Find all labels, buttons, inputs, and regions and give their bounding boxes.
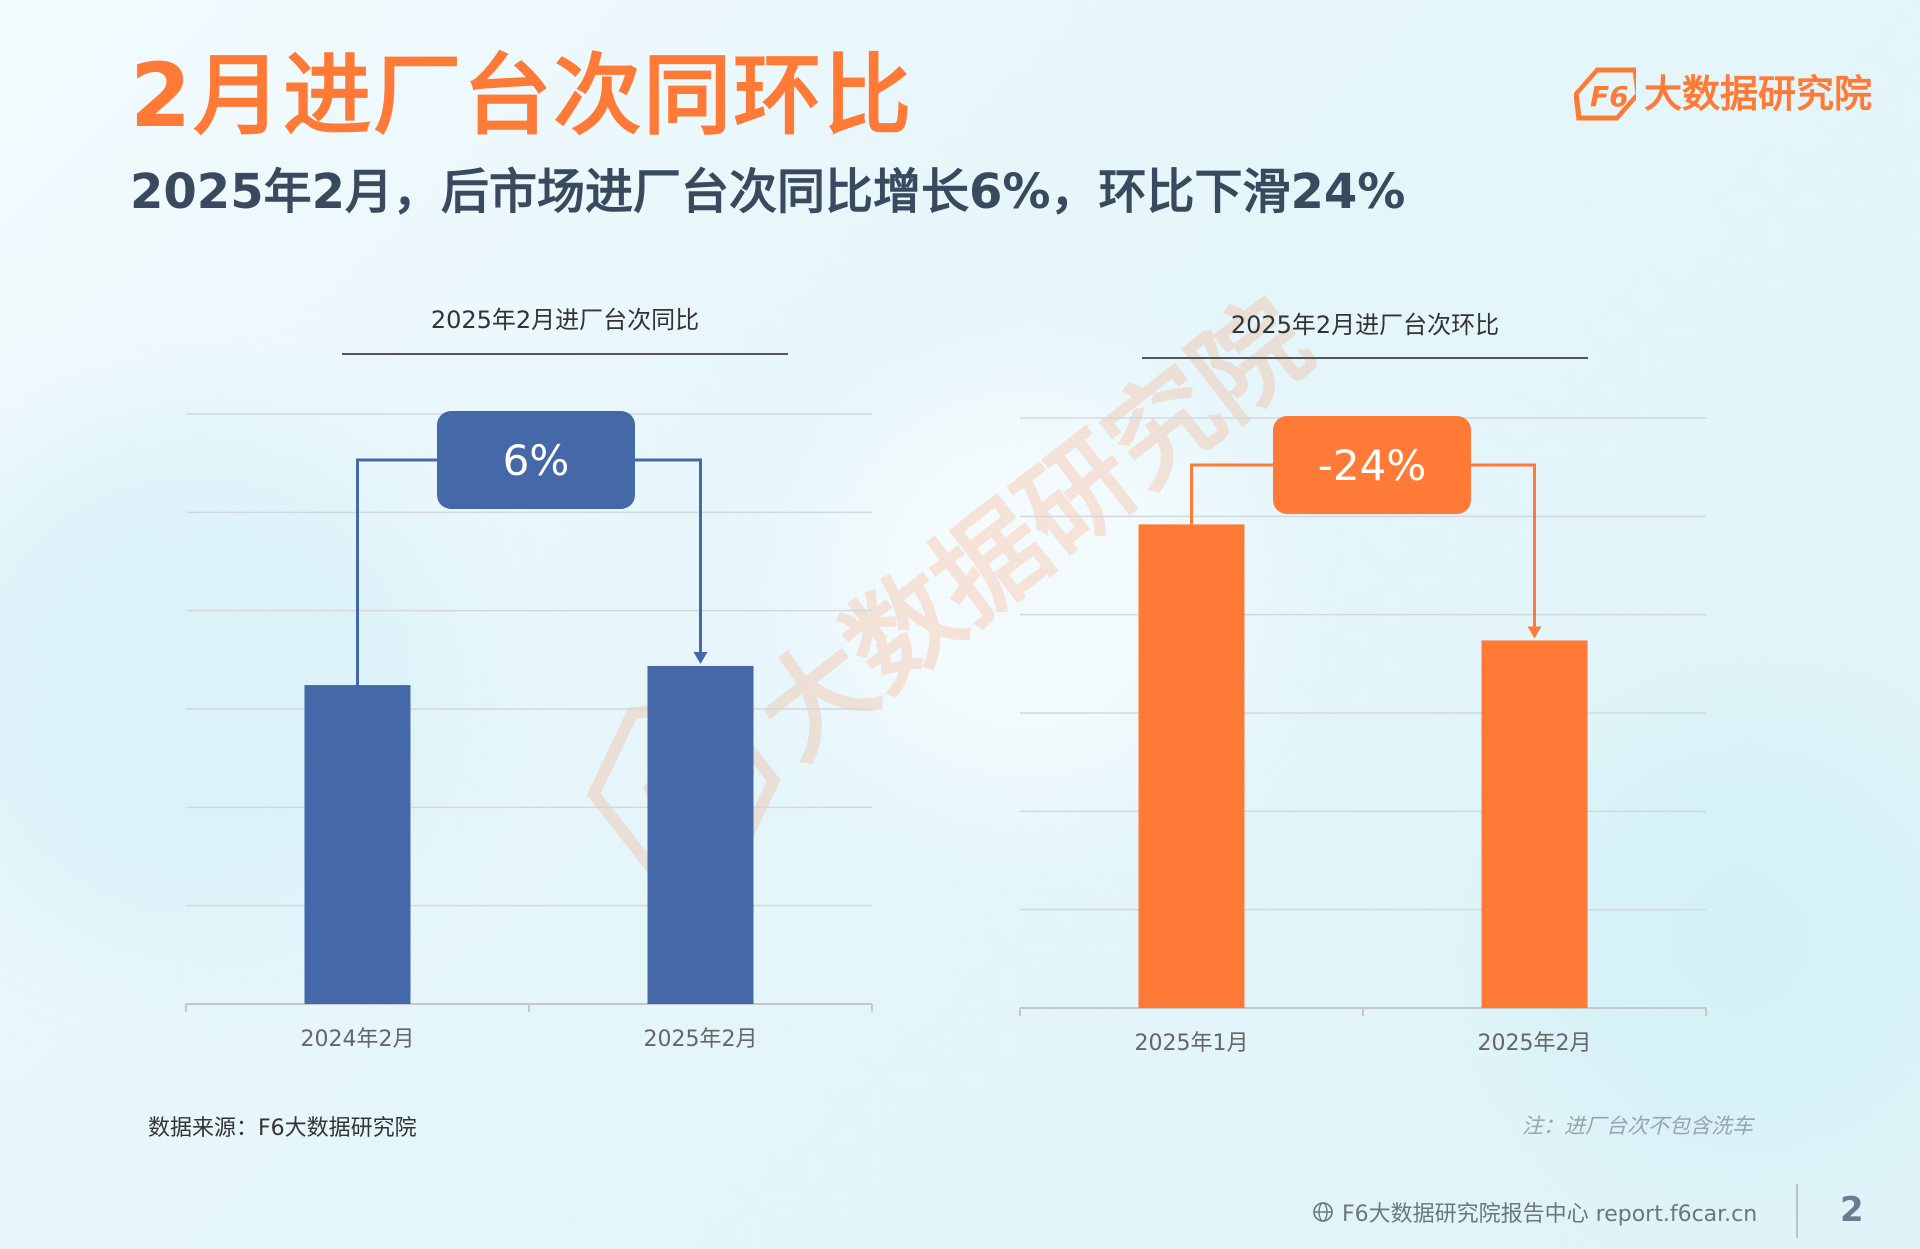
bar-1	[1138, 524, 1245, 1008]
footer-site: F6大数据研究院报告中心 report.f6car.cn	[1312, 1196, 1757, 1228]
x-tick-label: 2024年2月	[301, 1027, 415, 1052]
data-source: 数据来源：F6大数据研究院	[148, 1116, 417, 1141]
change-label: -24%	[1318, 441, 1427, 490]
page-title: 2月进厂台次同环比	[130, 44, 914, 147]
x-tick-label: 2025年2月	[1478, 1031, 1592, 1056]
footer-divider	[1796, 1184, 1798, 1238]
footnote: 注：进厂台次不包含洗车	[1522, 1114, 1753, 1138]
footer-site-text: F6大数据研究院报告中心 report.f6car.cn	[1342, 1202, 1758, 1227]
connector-left	[1190, 463, 1273, 525]
x-tick-label: 2025年1月	[1135, 1031, 1249, 1056]
page-number: 2	[1840, 1190, 1864, 1230]
bar-2	[1481, 640, 1588, 1008]
chart2-title: 2025年2月进厂台次环比	[1230, 311, 1500, 339]
logo-mark: F6	[1590, 80, 1629, 113]
page-subtitle: 2025年2月，后市场进厂台次同比增长6%，环比下滑24%	[130, 164, 1406, 220]
f6-logo-icon: F6	[1574, 67, 1636, 121]
globe-icon	[1313, 1202, 1333, 1222]
bar-1	[304, 685, 411, 1004]
brand-logo: F6 大数据研究院	[1574, 64, 1872, 124]
chart1-title: 2025年2月进厂台次同比	[430, 306, 700, 334]
change-label: 6%	[503, 436, 570, 485]
logo-text: 大数据研究院	[1644, 72, 1873, 116]
connector-right	[1471, 463, 1536, 629]
change-badge	[1273, 416, 1471, 514]
x-tick-label: 2025年2月	[644, 1027, 758, 1052]
connector-left	[356, 458, 437, 686]
connector-right	[635, 458, 702, 654]
bar-2	[647, 665, 754, 1004]
connector-arrowhead	[693, 651, 708, 664]
change-badge	[437, 411, 635, 509]
connector-arrowhead	[1527, 626, 1542, 639]
